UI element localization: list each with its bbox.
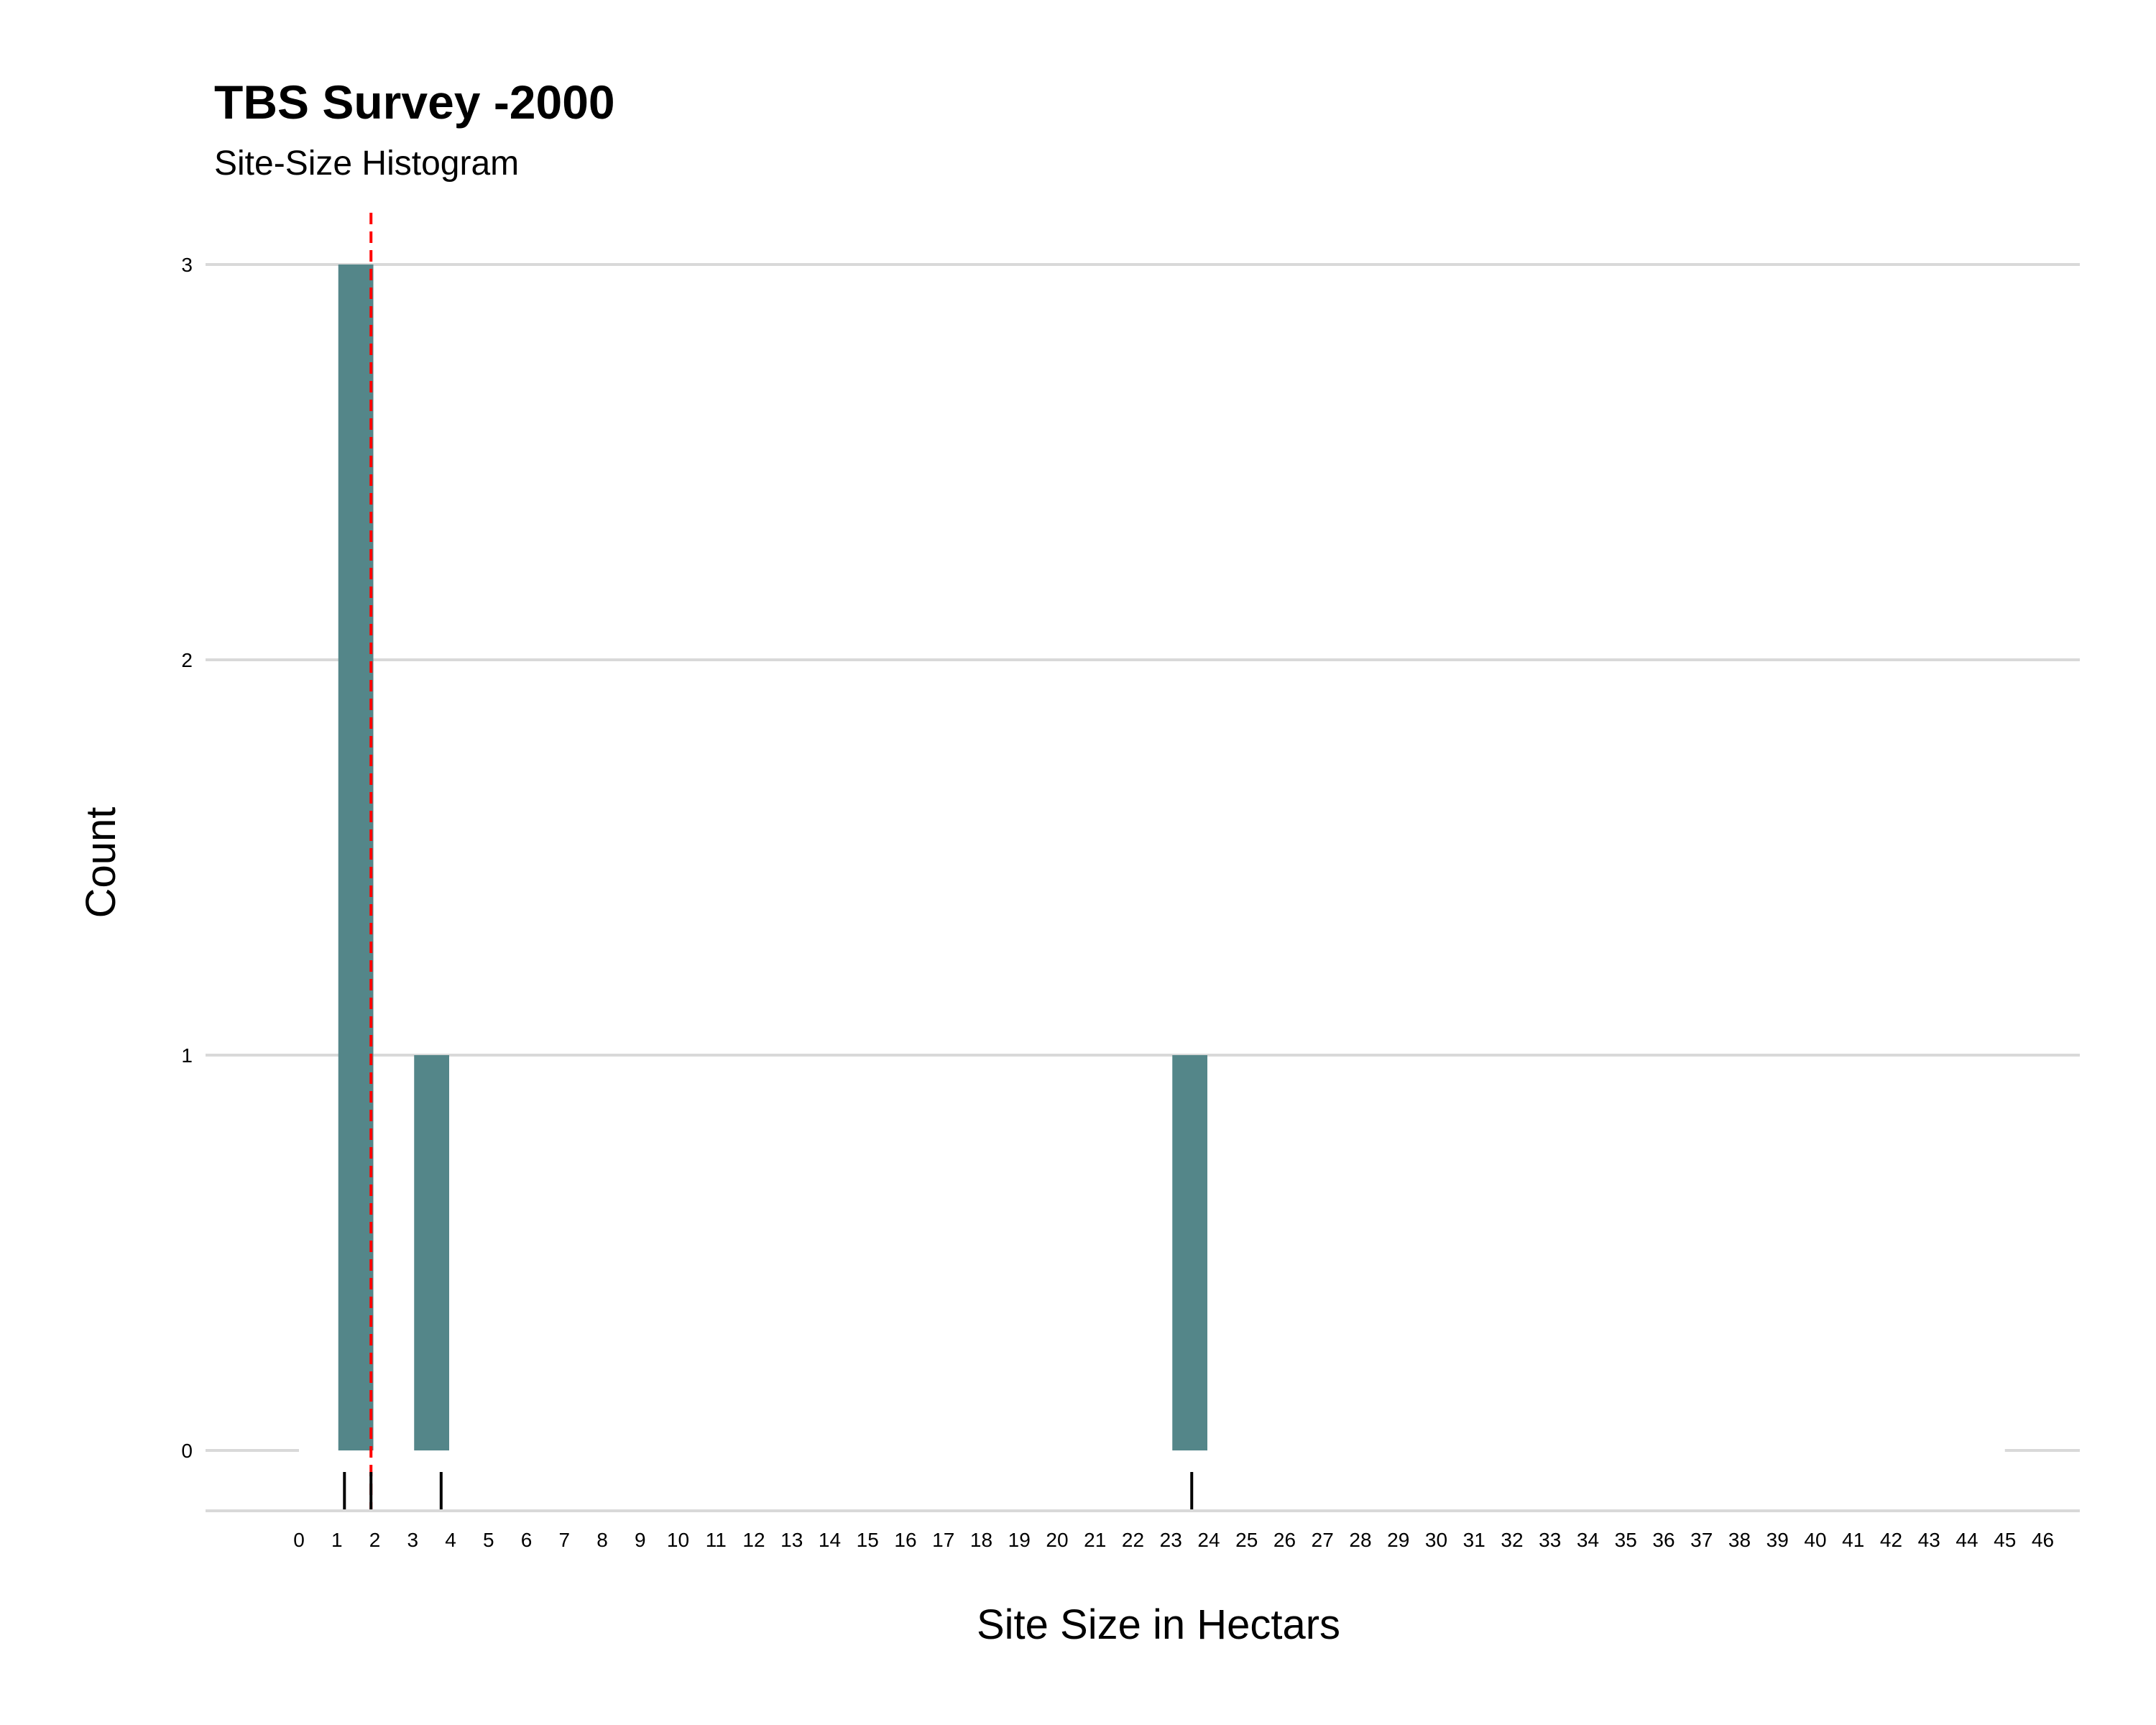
- x-tick-label: 17: [932, 1529, 954, 1551]
- y-tick-label: 0: [181, 1440, 193, 1462]
- x-tick-label: 46: [2032, 1529, 2054, 1551]
- x-tick-label: 15: [857, 1529, 879, 1551]
- x-tick-label: 36: [1652, 1529, 1674, 1551]
- x-tick-label: 5: [483, 1529, 494, 1551]
- x-tick-label: 38: [1728, 1529, 1751, 1551]
- x-tick-label: 7: [558, 1529, 570, 1551]
- x-tick-label: 10: [667, 1529, 689, 1551]
- x-tick-label: 21: [1084, 1529, 1106, 1551]
- x-tick-label: 35: [1615, 1529, 1637, 1551]
- x-tick-label: 24: [1197, 1529, 1220, 1551]
- y-tick-label: 2: [181, 649, 193, 671]
- y-axis-title: Count: [78, 807, 124, 919]
- x-tick-label: 31: [1463, 1529, 1485, 1551]
- histogram-bar: [414, 1055, 449, 1450]
- x-tick-label: 44: [1955, 1529, 1978, 1551]
- y-tick-label: 1: [181, 1044, 193, 1067]
- x-tick-label: 29: [1387, 1529, 1409, 1551]
- x-tick-label: 2: [369, 1529, 381, 1551]
- x-tick-label: 42: [1880, 1529, 1902, 1551]
- x-tick-label: 3: [407, 1529, 418, 1551]
- x-tick-label: 16: [894, 1529, 916, 1551]
- x-tick-label: 33: [1539, 1529, 1561, 1551]
- gridlines: [206, 263, 2080, 1452]
- x-tick-label: 4: [445, 1529, 456, 1551]
- x-tick-label: 37: [1690, 1529, 1713, 1551]
- chart-title: TBS Survey -2000: [214, 75, 615, 129]
- y-tick-label: 3: [181, 254, 193, 276]
- x-tick-label: 25: [1235, 1529, 1258, 1551]
- x-tick-label: 19: [1008, 1529, 1031, 1551]
- x-tick-label: 41: [1842, 1529, 1864, 1551]
- x-tick-label: 40: [1804, 1529, 1826, 1551]
- x-tick-label: 32: [1501, 1529, 1523, 1551]
- x-tick-label: 9: [635, 1529, 646, 1551]
- x-tick-label: 43: [1918, 1529, 1940, 1551]
- x-tick-label: 39: [1766, 1529, 1789, 1551]
- x-tick-label: 26: [1273, 1529, 1296, 1551]
- x-tick-label: 14: [819, 1529, 841, 1551]
- chart-subtitle: Site-Size Histogram: [214, 144, 520, 183]
- x-tick-label: 30: [1425, 1529, 1447, 1551]
- x-tick-label: 8: [596, 1529, 608, 1551]
- x-tick-label: 6: [521, 1529, 533, 1551]
- histogram-bar: [1172, 1055, 1207, 1450]
- histogram-bar: [338, 264, 374, 1450]
- x-tick-label: 0: [293, 1529, 305, 1551]
- x-tick-label: 13: [780, 1529, 803, 1551]
- x-tick-label: 45: [1994, 1529, 2016, 1551]
- x-axis-title: Site Size in Hectars: [977, 1601, 1340, 1648]
- x-tick-label: 18: [970, 1529, 992, 1551]
- x-tick-label: 20: [1046, 1529, 1068, 1551]
- x-tick-label: 1: [331, 1529, 343, 1551]
- x-tick-label: 22: [1122, 1529, 1144, 1551]
- x-tick-label: 28: [1349, 1529, 1371, 1551]
- x-tick-label: 34: [1577, 1529, 1599, 1551]
- rug-marks: [343, 1472, 1194, 1509]
- x-tick-label: 23: [1160, 1529, 1182, 1551]
- bars: [338, 264, 1207, 1450]
- x-tick-label: 12: [742, 1529, 765, 1551]
- x-tick-label: 27: [1312, 1529, 1334, 1551]
- x-tick-label: 11: [706, 1529, 727, 1551]
